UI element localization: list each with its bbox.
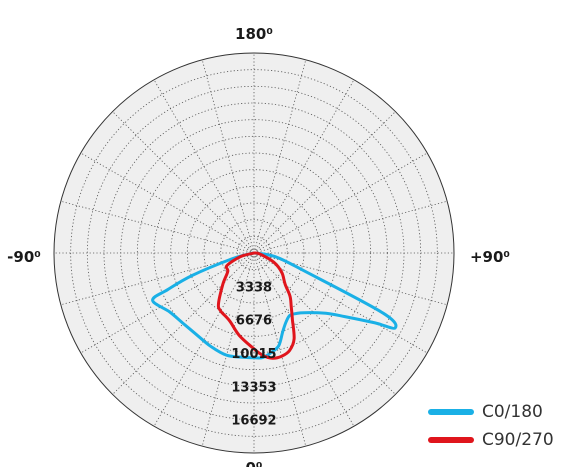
radial-tick-label: 10015 (231, 347, 276, 362)
series-curves (151, 251, 398, 360)
grid-spoke (60, 252, 255, 306)
radial-tick-label: 16692 (231, 414, 276, 429)
grid-ring (70, 69, 438, 437)
angle-label-bottom: 0⁰ (245, 459, 262, 467)
grid-spoke (60, 200, 255, 254)
grid-spoke (253, 200, 448, 254)
grid-ring (220, 219, 288, 287)
outer-ring (53, 52, 455, 454)
angle-label-top: 180⁰ (235, 25, 273, 43)
grid-spoke (153, 79, 255, 254)
legend-item-c90-270: C90/270 (428, 426, 554, 454)
legend-label-c90-270: C90/270 (482, 430, 554, 450)
series-line-c0-180 (151, 251, 398, 360)
grid-spoke (253, 111, 396, 254)
grid-spoke (253, 59, 307, 254)
grid-ring (203, 202, 305, 304)
grid-spoke (253, 79, 355, 254)
grid-spoke (112, 252, 255, 395)
grid-spoke (201, 59, 255, 254)
grid-spoke (253, 152, 428, 254)
grid-spoke (112, 111, 255, 254)
grid-spoke (153, 252, 255, 427)
angle-label-left: -90⁰ (7, 248, 41, 266)
grid-ring (186, 185, 322, 321)
legend-label-c0-180: C0/180 (482, 402, 543, 422)
grid-spoke (253, 252, 448, 306)
grid-spoke (80, 252, 255, 354)
legend-swatch-c90-270 (428, 437, 474, 443)
grid-ring (153, 152, 355, 354)
legend-swatch-c0-180 (428, 409, 474, 415)
grid-spoke (253, 252, 307, 447)
grid-spoke (201, 252, 255, 447)
radial-tick-label: 6676 (236, 314, 272, 329)
grid-spoke (80, 152, 255, 254)
radial-tick-label: 13353 (231, 380, 276, 395)
grid-spoke (253, 252, 355, 427)
radial-tick-label: 3338 (236, 280, 272, 295)
legend-item-c0-180: C0/180 (428, 398, 554, 426)
angle-label-right: +90⁰ (470, 248, 510, 266)
grid-spoke (253, 252, 428, 354)
grid-spoke (253, 252, 396, 395)
grid-ring (236, 235, 272, 271)
grid-ring (170, 169, 338, 337)
legend: C0/180 C90/270 (428, 398, 554, 454)
series-line-c90-270 (216, 251, 296, 360)
radial-tick-labels: 3338 6676 10015 13353 16692 (231, 280, 276, 428)
